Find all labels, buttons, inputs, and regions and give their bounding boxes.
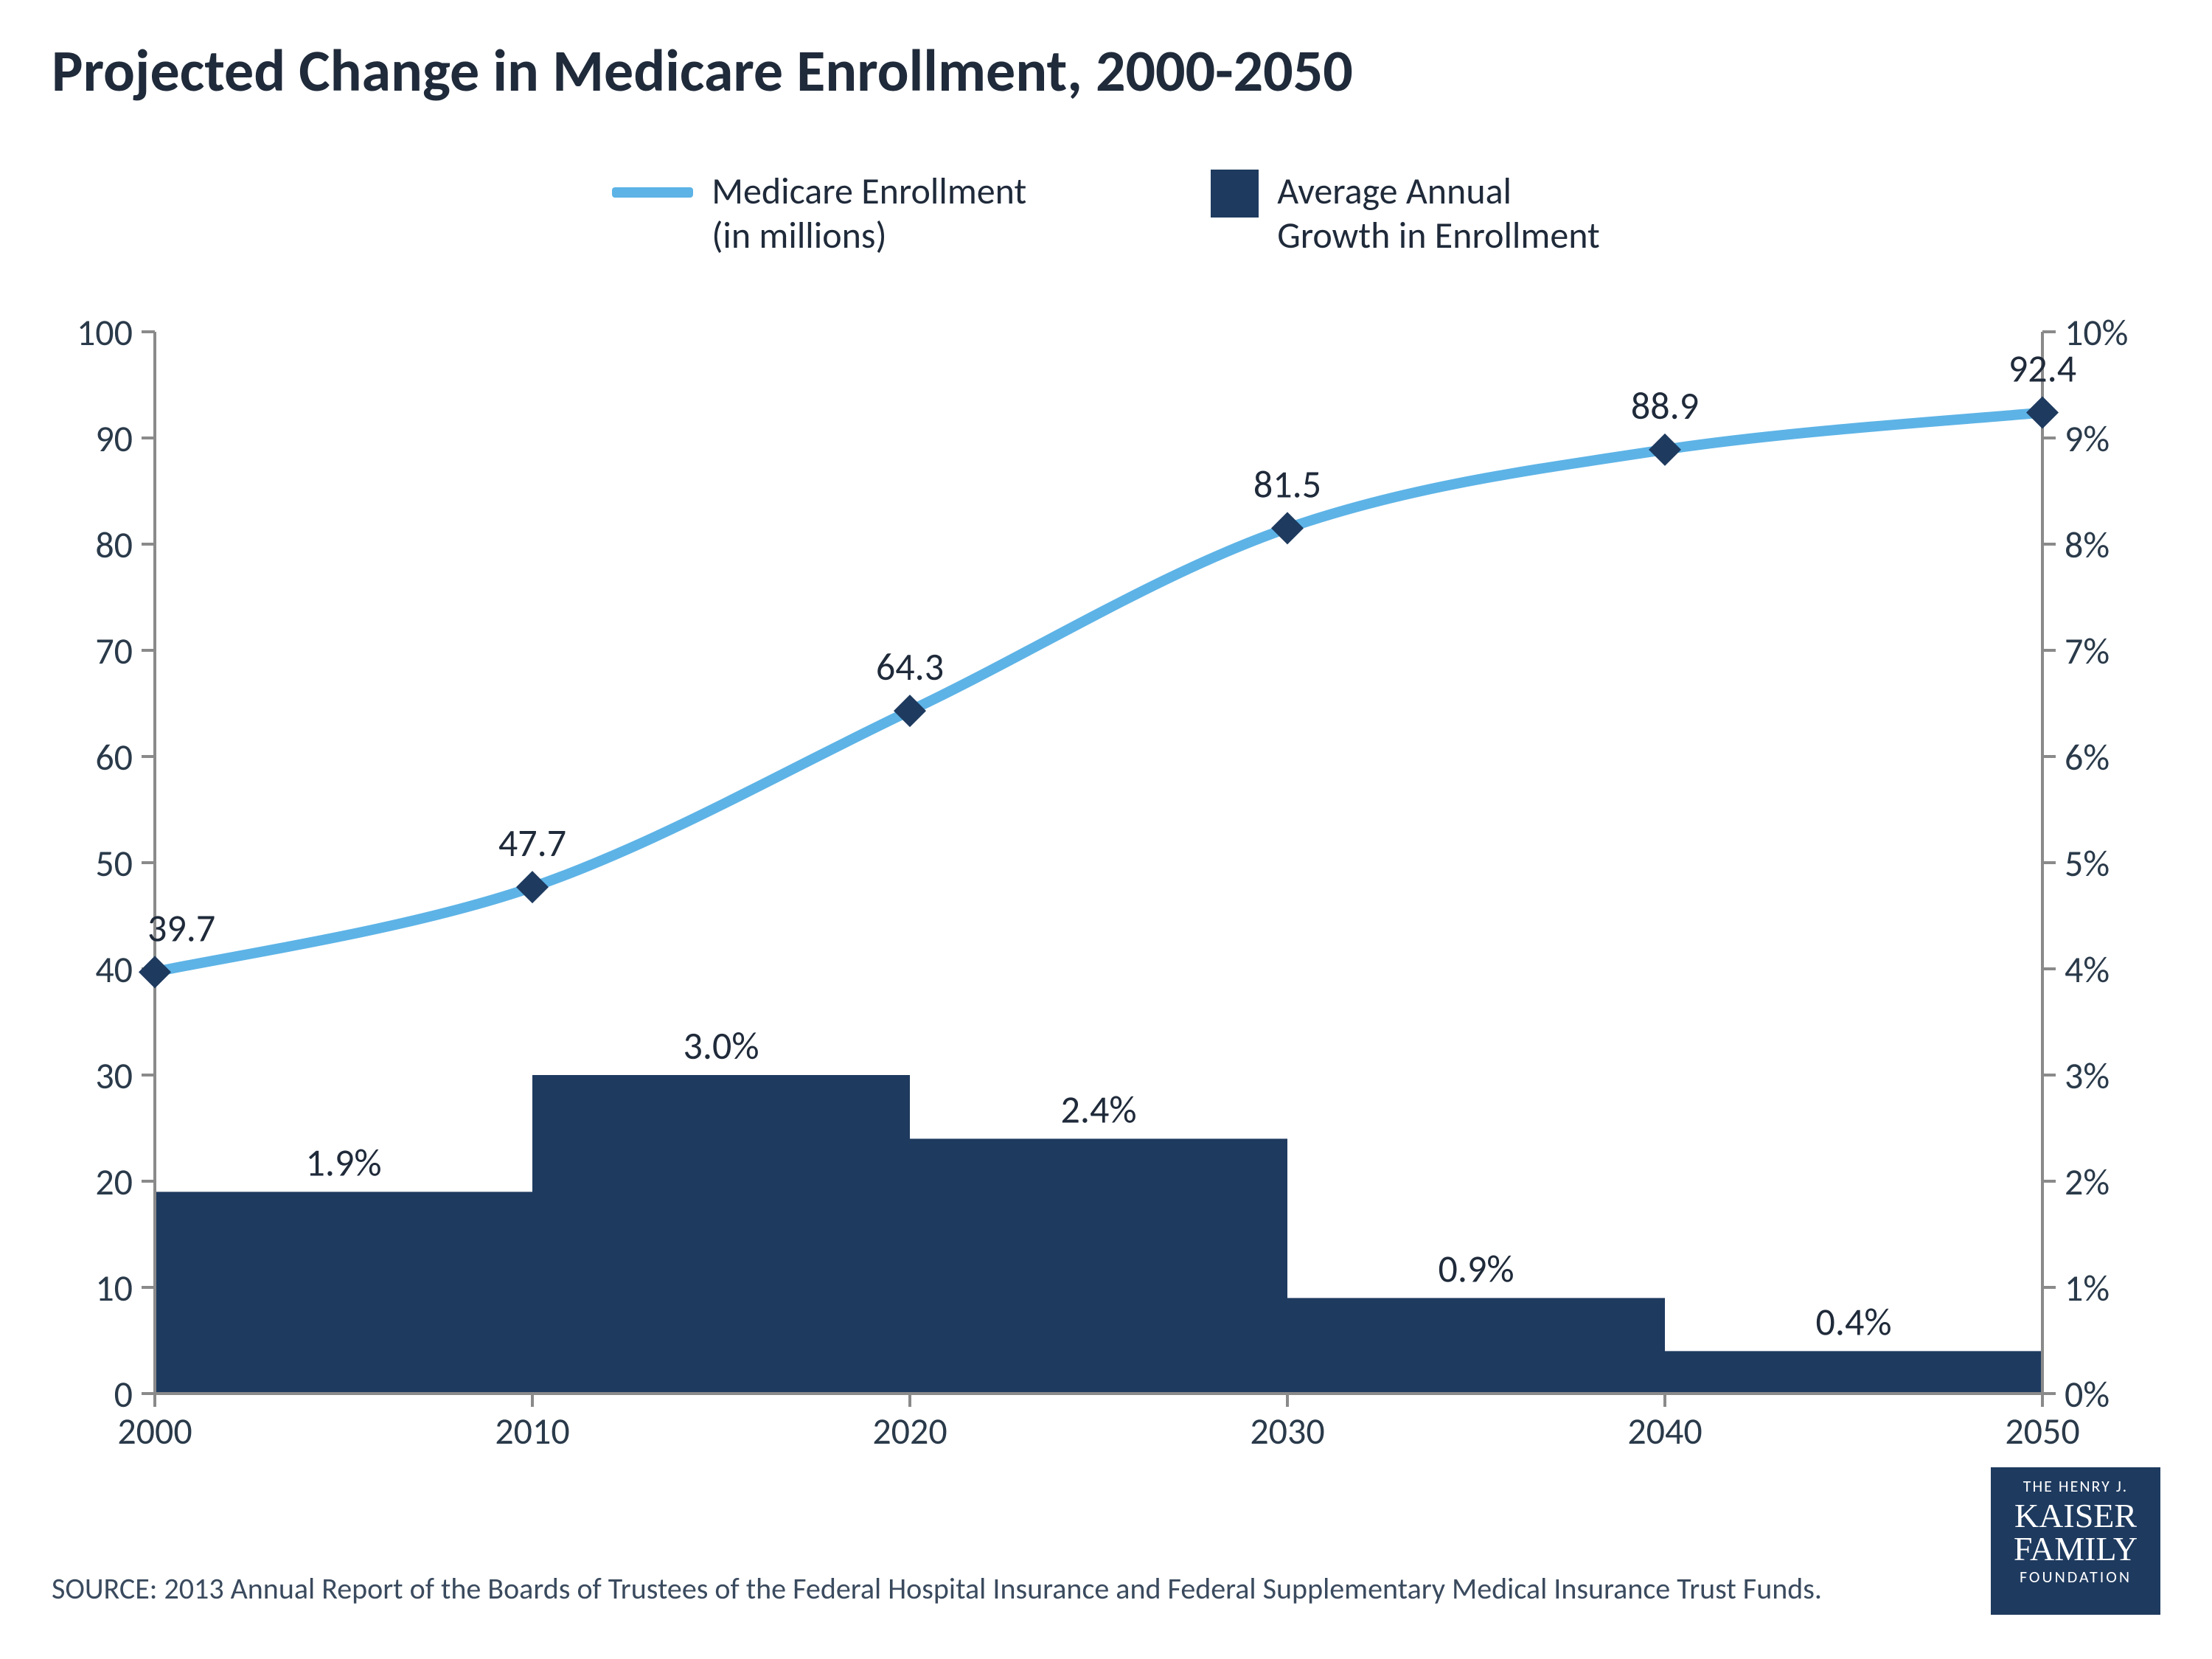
svg-text:5%: 5% [2065, 841, 2110, 886]
svg-text:92.4: 92.4 [2008, 344, 2076, 392]
chart-svg: 01020304050607080901000%1%2%3%4%5%6%7%8%… [0, 0, 2212, 1659]
source-text: SOURCE: 2013 Annual Report of the Boards… [52, 1571, 1932, 1607]
svg-text:8%: 8% [2065, 523, 2110, 568]
svg-text:100: 100 [77, 310, 133, 355]
svg-text:0.4%: 0.4% [1815, 1298, 1891, 1345]
kaiser-logo: THE HENRY J. KAISER FAMILY FOUNDATION [1991, 1467, 2160, 1615]
svg-text:90: 90 [95, 417, 133, 462]
logo-line3: FAMILY [1997, 1529, 2154, 1568]
svg-text:80: 80 [95, 523, 133, 568]
svg-text:2000: 2000 [117, 1409, 192, 1454]
svg-text:6%: 6% [2065, 735, 2110, 780]
svg-text:1%: 1% [2065, 1266, 2110, 1311]
svg-text:4%: 4% [2065, 947, 2110, 992]
svg-text:3.0%: 3.0% [683, 1022, 759, 1069]
svg-text:64.3: 64.3 [876, 643, 944, 690]
svg-text:88.9: 88.9 [1631, 382, 1699, 429]
svg-text:2010: 2010 [495, 1409, 569, 1454]
svg-text:2050: 2050 [2005, 1409, 2079, 1454]
svg-text:2040: 2040 [1627, 1409, 1702, 1454]
svg-text:39.7: 39.7 [147, 904, 215, 951]
svg-text:70: 70 [95, 629, 133, 674]
svg-text:9%: 9% [2065, 417, 2110, 462]
svg-text:81.5: 81.5 [1253, 460, 1321, 507]
svg-text:2.4%: 2.4% [1060, 1085, 1136, 1133]
svg-text:2%: 2% [2065, 1160, 2110, 1205]
svg-text:47.7: 47.7 [498, 819, 566, 866]
logo-line1: THE HENRY J. [1997, 1476, 2154, 1496]
svg-text:40: 40 [95, 947, 133, 992]
svg-text:1.9%: 1.9% [305, 1138, 381, 1186]
svg-text:30: 30 [95, 1054, 133, 1099]
svg-text:10: 10 [95, 1266, 133, 1311]
svg-text:2030: 2030 [1250, 1409, 1324, 1454]
svg-text:60: 60 [95, 735, 133, 780]
logo-line4: FOUNDATION [1997, 1567, 2154, 1587]
chart-container: Projected Change in Medicare Enrollment,… [0, 0, 2212, 1659]
svg-text:2020: 2020 [872, 1409, 947, 1454]
svg-text:0.9%: 0.9% [1438, 1245, 1514, 1292]
svg-text:3%: 3% [2065, 1054, 2110, 1099]
svg-text:20: 20 [95, 1160, 133, 1205]
svg-text:50: 50 [95, 841, 133, 886]
svg-text:7%: 7% [2065, 629, 2110, 674]
